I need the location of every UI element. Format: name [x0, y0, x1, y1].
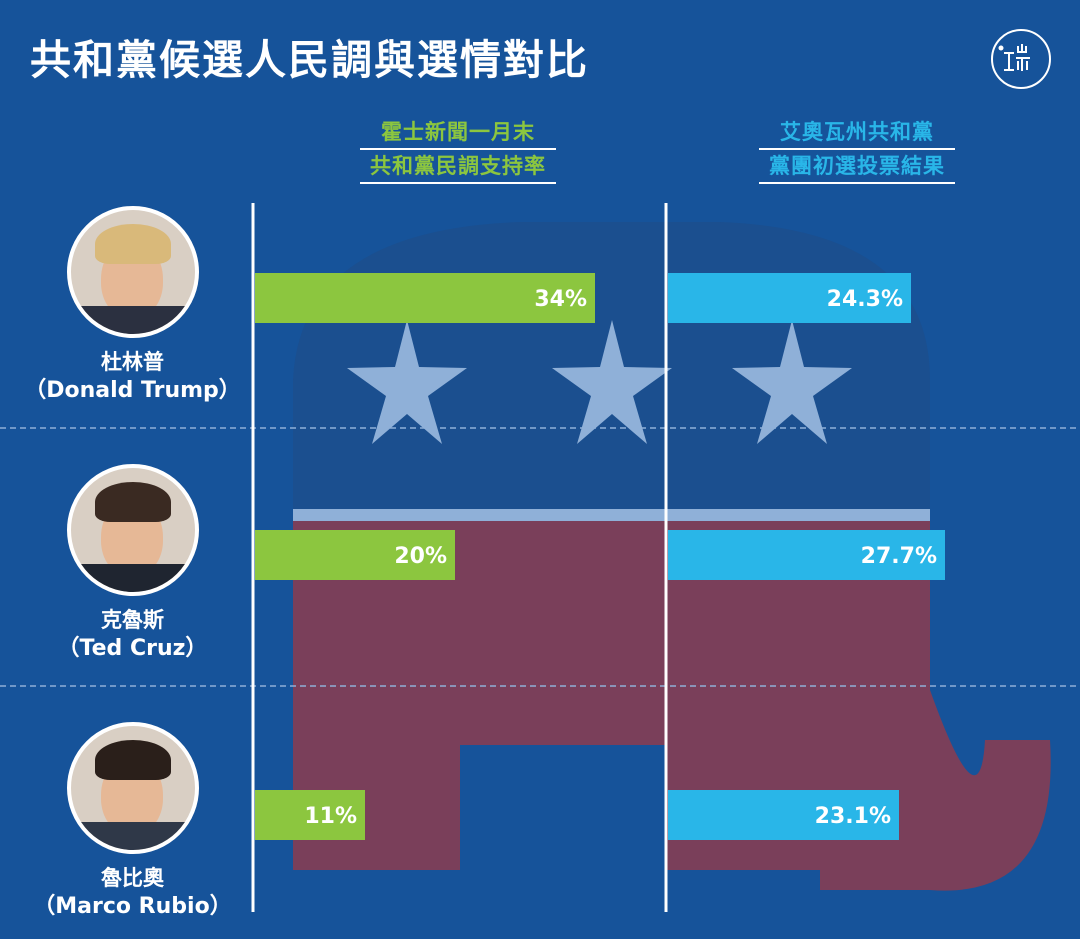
poll-value-label: 34% — [534, 287, 587, 312]
caucus-bar — [668, 530, 945, 580]
candidate-name-zh: 魯比奧 — [101, 866, 164, 890]
star-icon — [552, 320, 672, 444]
poll-bar — [255, 530, 455, 580]
candidate-name-en: （Marco Rubio） — [33, 894, 232, 919]
caucus-column-header: 艾奧瓦州共和黨 黨團初選投票結果 — [757, 116, 957, 184]
hair — [94, 740, 171, 780]
poll-header-rule — [360, 148, 556, 150]
poll-column-header: 霍士新聞一月末 共和黨民調支持率 — [358, 116, 558, 184]
caucus-value-label: 27.7% — [861, 544, 937, 569]
poll-value-label: 20% — [394, 544, 447, 569]
suit — [70, 306, 195, 334]
star-icon — [732, 320, 852, 444]
caucus-header-rule — [759, 182, 955, 184]
poll-header-rule — [360, 182, 556, 184]
caucus-bar — [668, 273, 911, 323]
candidate-name-en: （Ted Cruz） — [57, 636, 208, 661]
avatar-trump — [66, 206, 199, 338]
candidate-name-zh: 克魯斯 — [101, 608, 164, 632]
candidate-rubio: 魯比奧 （Marco Rubio） — [0, 722, 265, 922]
caucus-header-rule — [759, 148, 955, 150]
candidate-trump: 杜林普 （Donald Trump） — [0, 206, 265, 406]
candidate-cruz: 克魯斯 （Ted Cruz） — [0, 464, 265, 664]
poll-header-line1: 霍士新聞一月末 — [381, 120, 535, 144]
suit — [70, 564, 195, 592]
suit — [70, 822, 195, 850]
page-title: 共和黨候選人民調與選情對比 — [30, 36, 589, 84]
poll-value-label: 11% — [304, 804, 357, 829]
hair — [94, 224, 171, 264]
poll-header-line2: 共和黨民調支持率 — [370, 154, 546, 178]
avatar-cruz — [66, 464, 199, 596]
candidate-name-en: （Donald Trump） — [24, 378, 241, 403]
caucus-header-line1: 艾奧瓦州共和黨 — [780, 120, 934, 144]
caucus-value-label: 23.1% — [815, 804, 891, 829]
hair — [94, 482, 171, 522]
elephant-stripe — [293, 509, 930, 521]
poll-bar — [255, 273, 595, 323]
caucus-header-line2: 黨團初選投票結果 — [769, 154, 945, 178]
caucus-bar — [668, 790, 899, 840]
avatar-rubio — [66, 722, 199, 854]
caucus-value-label: 24.3% — [827, 287, 903, 312]
logo-icon — [991, 29, 1051, 89]
poll-bar — [255, 790, 365, 840]
candidate-name-zh: 杜林普 — [101, 350, 164, 374]
star-icon — [347, 320, 467, 444]
